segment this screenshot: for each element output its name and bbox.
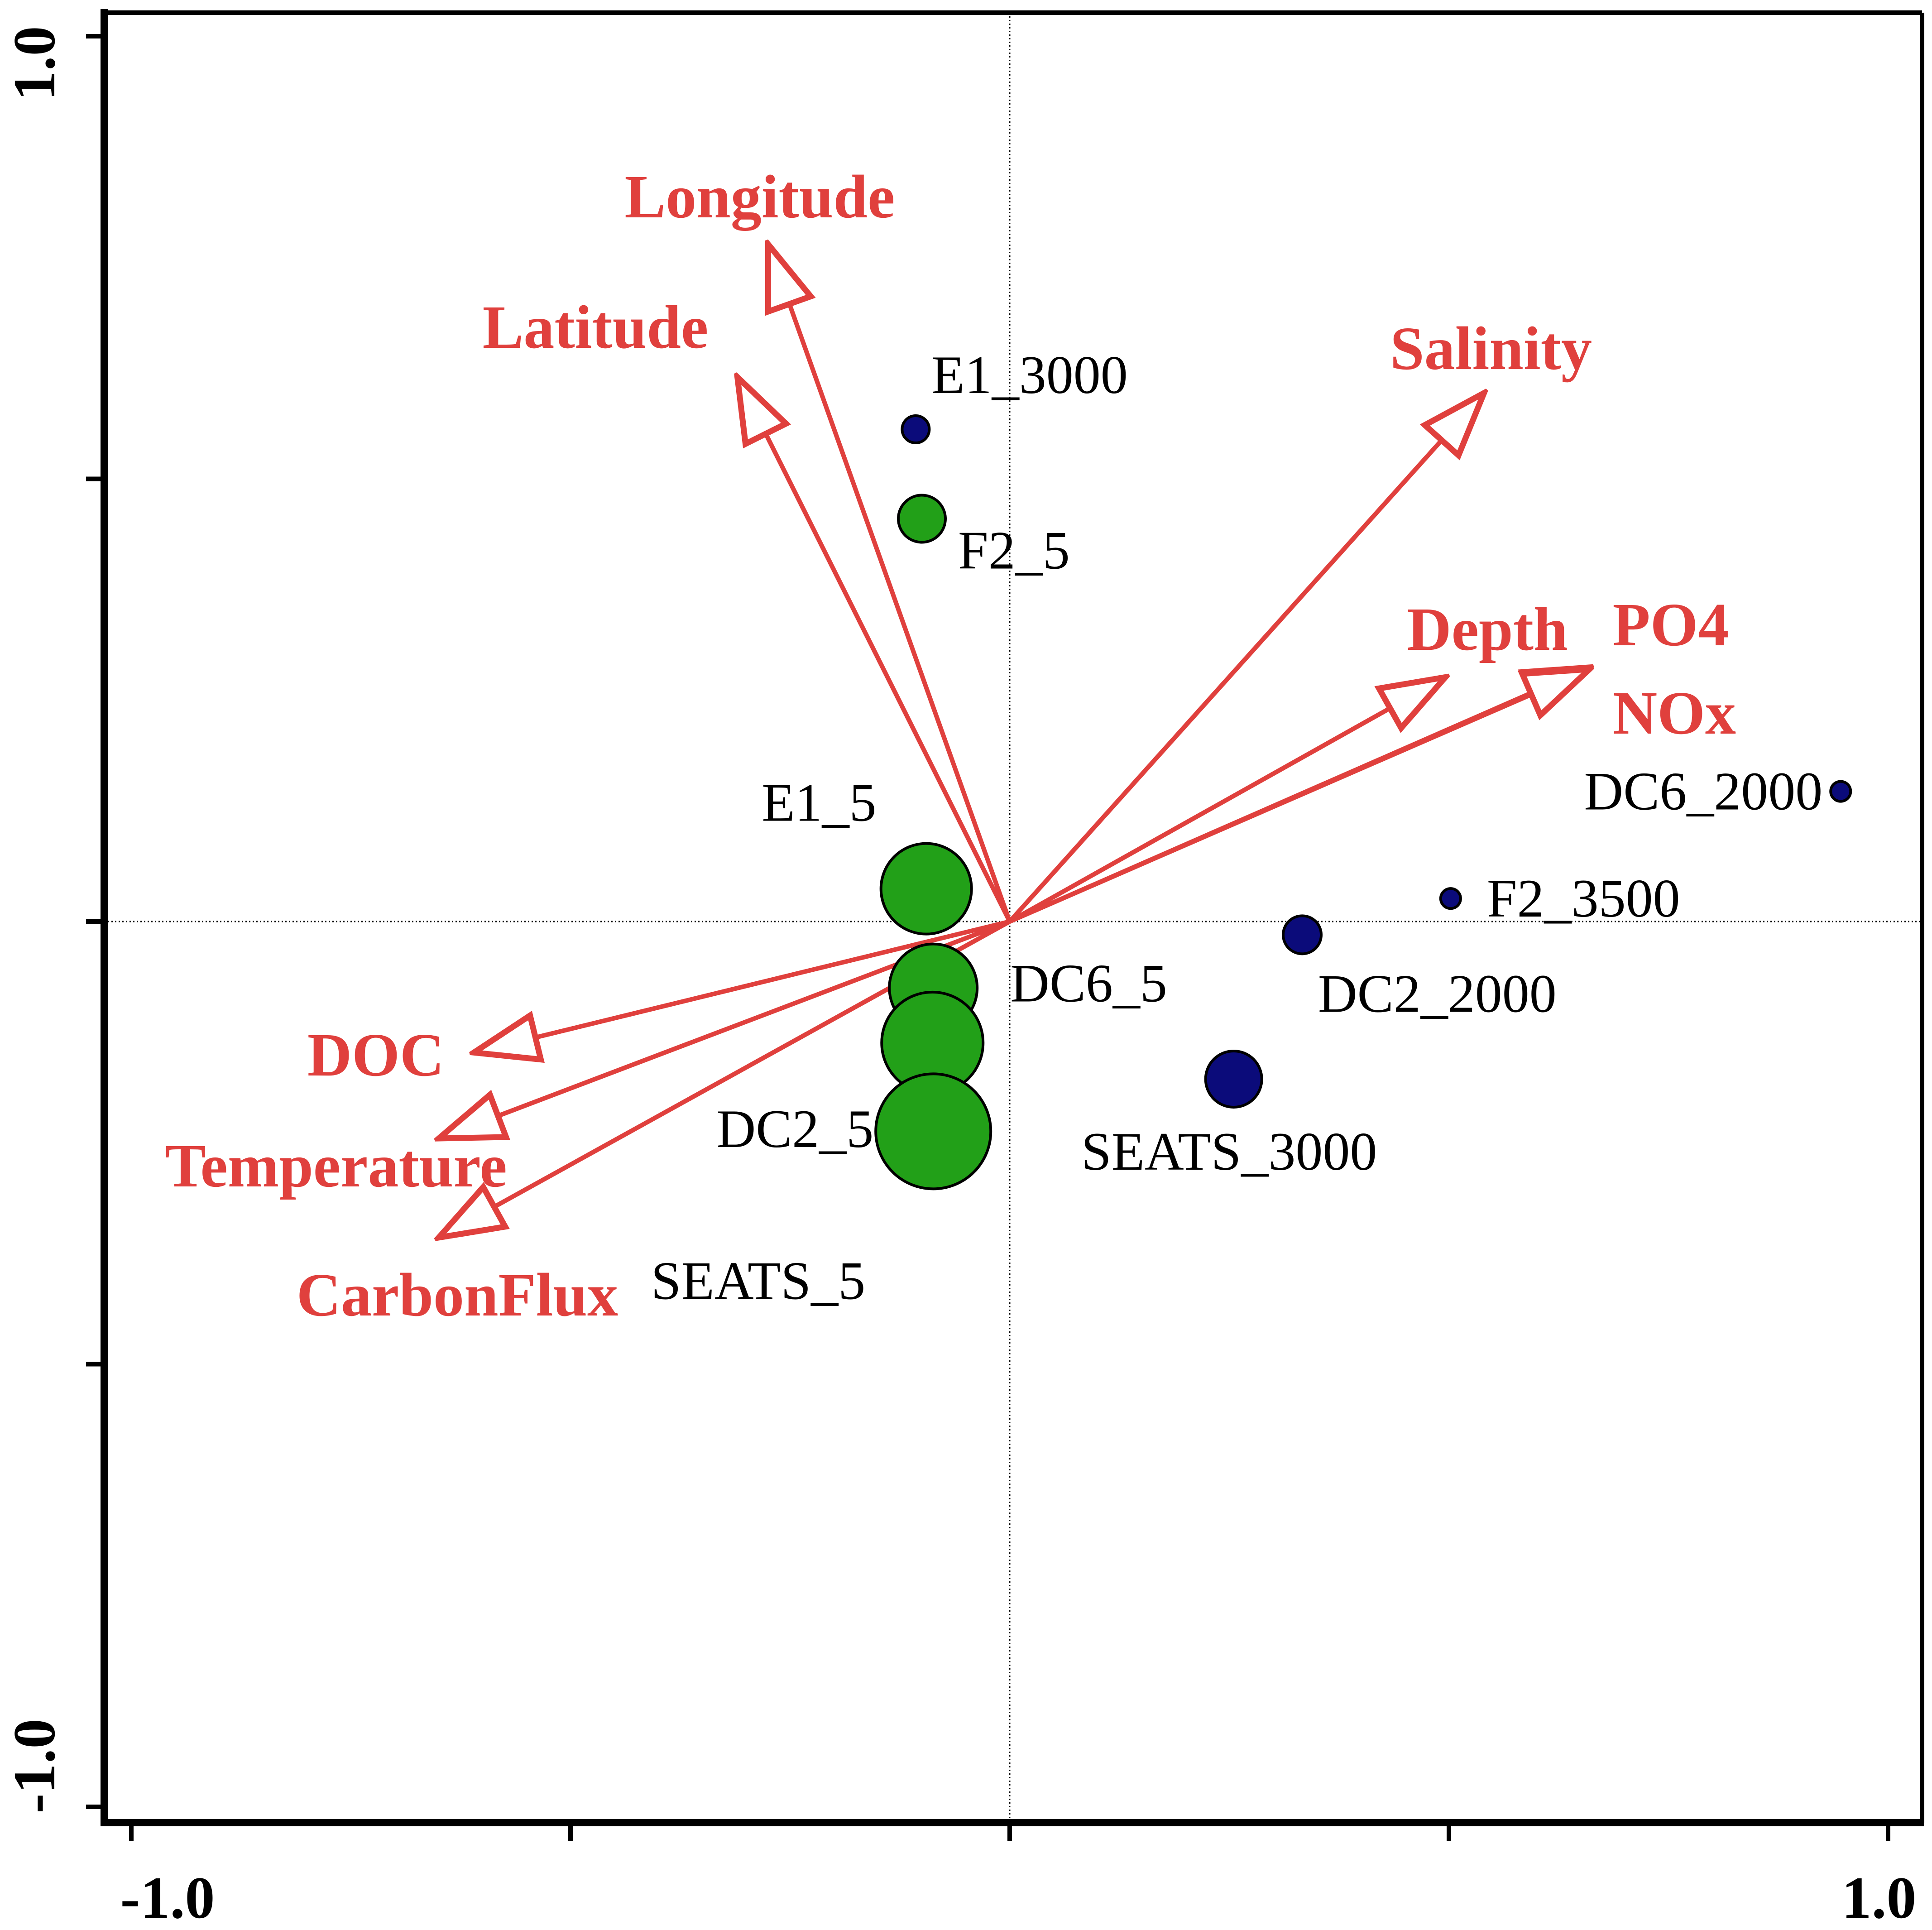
sample-label-dc6-5: DC6_5 (1010, 953, 1167, 1013)
sample-points (874, 414, 1852, 1191)
sample-point-seats-3000 (1204, 1049, 1263, 1109)
vector-label-nox: NOx (1613, 679, 1736, 747)
y-tick-label-min: -1.0 (1, 1719, 67, 1814)
sample-label-e1-5: E1_5 (762, 773, 876, 833)
sample-point-f2-5 (897, 494, 947, 544)
sample-label-e1-3000: E1_3000 (931, 345, 1127, 405)
sample-label-f2-3500: F2_3500 (1487, 868, 1680, 928)
sample-labels: E1_3000 F2_5 E1_5 DC6_5 DC2_5 SEATS_5 DC6_2000… (651, 345, 1822, 1311)
vector-labels: Longitude Latitude Salinity Depth PO4 NOx DOC T… (165, 163, 1736, 1329)
vector-label-longitude: Longitude (624, 163, 895, 231)
y-tick-label-max: 1.0 (1, 26, 67, 101)
vector-arrow-latitude (738, 377, 1012, 923)
vector-arrow-longitude (768, 244, 1012, 922)
sample-point-f2-3500 (1439, 887, 1462, 910)
sample-label-f2-5: F2_5 (958, 520, 1070, 580)
sample-label-seats-5: SEATS_5 (651, 1250, 865, 1311)
sample-point-seats-5 (874, 1072, 992, 1191)
vector-arrow-depth (1008, 677, 1445, 924)
vector-label-doc: DOC (307, 1021, 444, 1089)
sample-label-dc2-5: DC2_5 (717, 1099, 874, 1159)
sample-label-seats-3000: SEATS_3000 (1081, 1121, 1377, 1181)
vector-label-latitude: Latitude (483, 293, 709, 361)
x-tick-label-max: 1.0 (1842, 1864, 1917, 1930)
sample-point-dc2-2000 (1282, 914, 1323, 955)
vector-label-po4: PO4 (1613, 591, 1729, 659)
vector-arrow-salinity (1008, 393, 1484, 923)
vector-arrow-nox (1009, 669, 1589, 924)
vector-label-carbonflux: CarbonFlux (297, 1261, 618, 1329)
x-tick-label-min: -1.0 (120, 1864, 215, 1930)
reference-lines (104, 13, 1922, 1823)
sample-label-dc2-2000: DC2_2000 (1318, 963, 1557, 1023)
sample-point-e1-5 (879, 842, 973, 936)
environmental-vectors (439, 244, 1589, 1238)
axis-ticks: -1.0 1.0 1.0 -1.0 (1, 26, 1917, 1930)
vector-arrow-doc (474, 919, 1011, 1052)
sample-point-e1-3000 (901, 414, 931, 445)
vector-label-depth: Depth (1407, 595, 1568, 663)
plot-frame (101, 9, 1924, 1826)
vector-label-salinity: Salinity (1390, 315, 1592, 383)
vector-label-temperature: Temperature (165, 1132, 507, 1200)
sample-point-dc6-2000 (1829, 780, 1852, 803)
sample-label-dc6-2000: DC6_2000 (1584, 761, 1823, 821)
